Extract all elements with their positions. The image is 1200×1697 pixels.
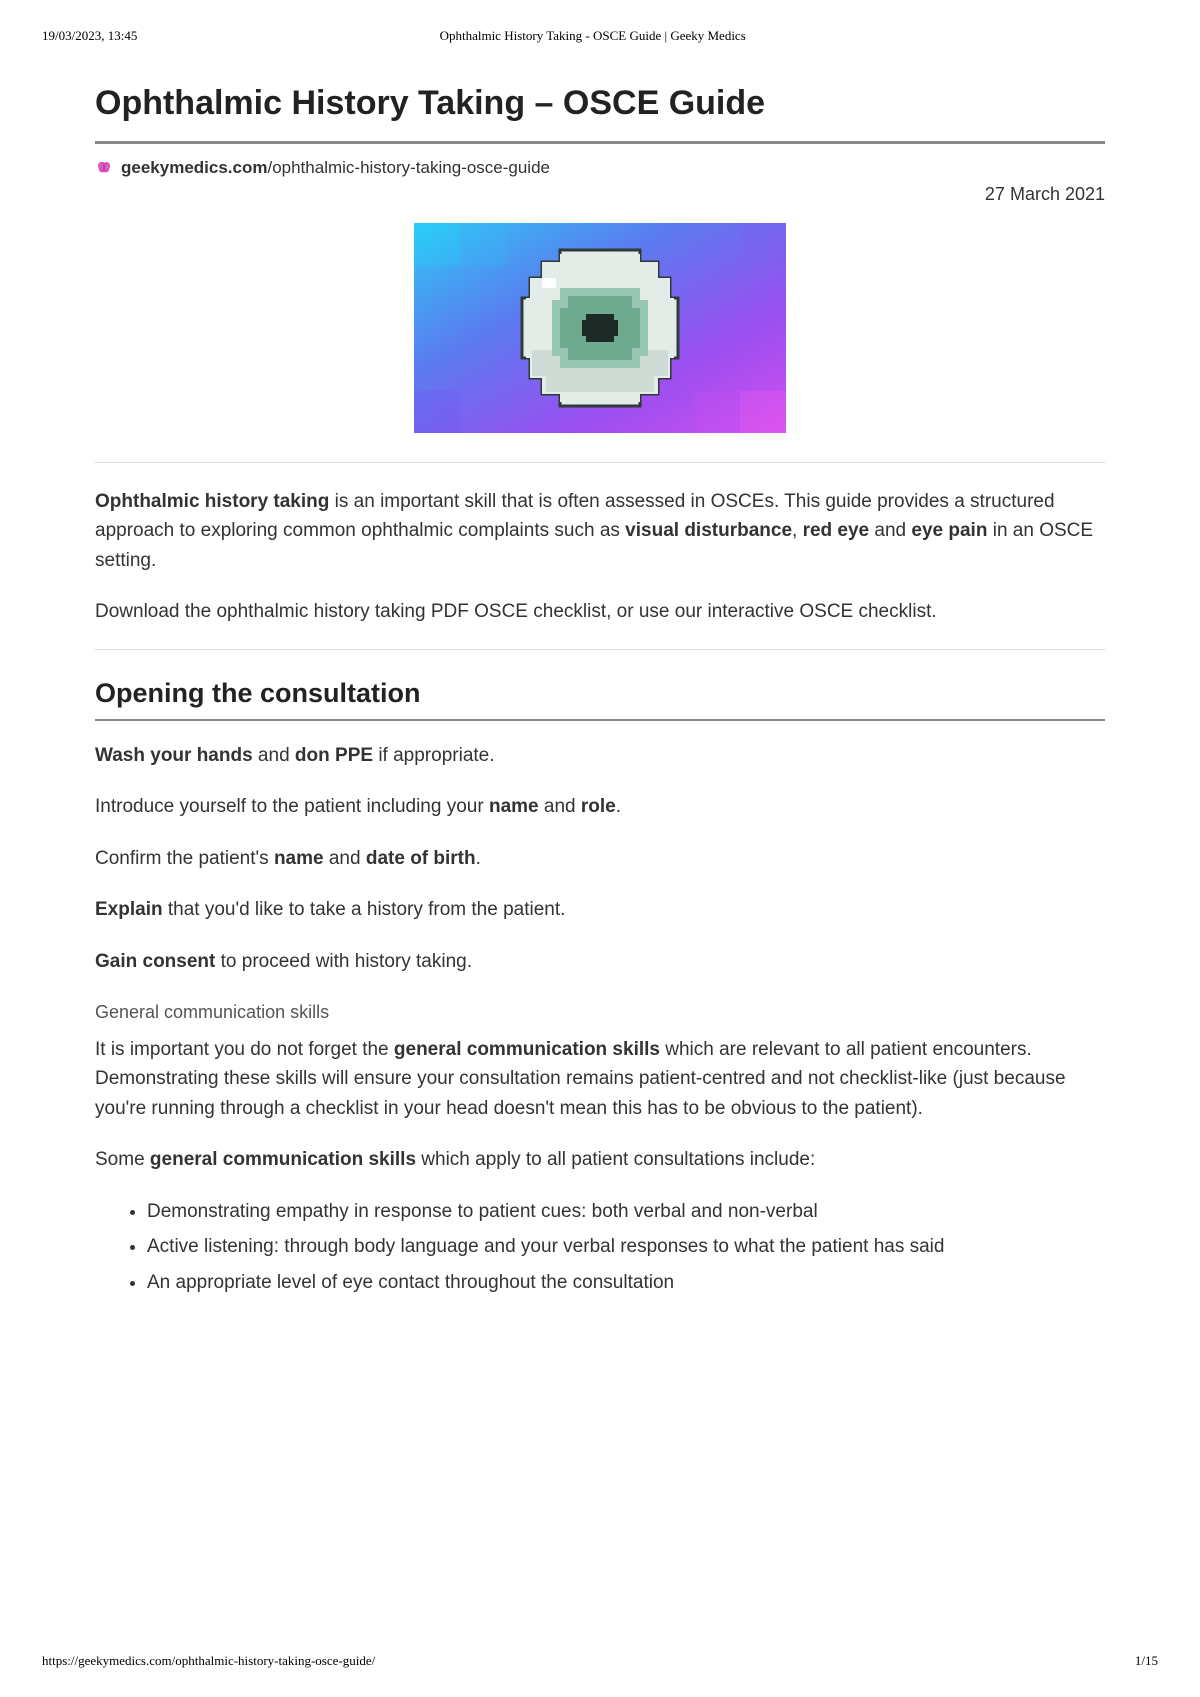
- bold-term: red eye: [803, 520, 870, 541]
- intro-bold-topic: Ophthalmic history taking: [95, 491, 329, 512]
- footer-url: https://geekymedics.com/ophthalmic-histo…: [42, 1653, 375, 1669]
- page-content: Ophthalmic History Taking – OSCE Guide g…: [0, 44, 1200, 1297]
- text: and: [539, 796, 581, 817]
- brain-icon: [95, 159, 113, 177]
- print-timestamp: 19/03/2023, 13:45: [42, 28, 137, 44]
- source-line: geekymedics.com/ophthalmic-history-takin…: [95, 158, 1105, 178]
- hero-eye-image: [414, 223, 786, 433]
- print-footer: https://geekymedics.com/ophthalmic-histo…: [42, 1653, 1158, 1669]
- hero-image-wrap: [95, 223, 1105, 438]
- intro-paragraph-1: Ophthalmic history taking is an importan…: [95, 487, 1105, 575]
- sub-heading-comm-skills: General communication skills: [95, 1002, 1105, 1023]
- text: ,: [792, 520, 803, 541]
- source-path: /ophthalmic-history-taking-osce-guide: [267, 158, 550, 177]
- bold-term: general communication skills: [394, 1039, 660, 1060]
- bold-term: Wash your hands: [95, 745, 253, 766]
- page-number: 1/15: [1135, 1653, 1158, 1669]
- bold-term: general communication skills: [150, 1149, 416, 1170]
- bold-term: name: [274, 848, 324, 869]
- source-url[interactable]: geekymedics.com/ophthalmic-history-takin…: [121, 158, 550, 178]
- text: Some: [95, 1149, 150, 1170]
- comm-skills-list: Demonstrating empathy in response to pat…: [95, 1197, 1105, 1297]
- page-title: Ophthalmic History Taking – OSCE Guide: [95, 84, 1105, 144]
- text: and: [869, 520, 911, 541]
- bold-term: don PPE: [295, 745, 373, 766]
- bold-term: date of birth: [366, 848, 476, 869]
- text: .: [616, 796, 621, 817]
- divider: [95, 649, 1105, 650]
- step-line: Wash your hands and don PPE if appropria…: [95, 741, 1105, 770]
- step-line: Gain consent to proceed with history tak…: [95, 947, 1105, 976]
- text: to proceed with history taking.: [215, 951, 472, 972]
- list-item: Demonstrating empathy in response to pat…: [147, 1197, 1105, 1226]
- text: Confirm the patient's: [95, 848, 274, 869]
- text: and: [253, 745, 295, 766]
- bold-term: Explain: [95, 899, 163, 920]
- bold-term: role: [581, 796, 616, 817]
- text: which apply to all patient consultations…: [416, 1149, 815, 1170]
- section-heading-opening: Opening the consultation: [95, 678, 1105, 721]
- text: .: [476, 848, 481, 869]
- step-line: Confirm the patient's name and date of b…: [95, 844, 1105, 873]
- bold-term: visual disturbance: [625, 520, 792, 541]
- list-item: Active listening: through body language …: [147, 1232, 1105, 1261]
- step-line: Introduce yourself to the patient includ…: [95, 792, 1105, 821]
- bold-term: name: [489, 796, 539, 817]
- bold-term: Gain consent: [95, 951, 215, 972]
- list-item: An appropriate level of eye contact thro…: [147, 1268, 1105, 1297]
- comm-paragraph-1: It is important you do not forget the ge…: [95, 1035, 1105, 1123]
- print-header-spacer: [1048, 28, 1158, 44]
- source-domain: geekymedics.com: [121, 158, 267, 177]
- text: Introduce yourself to the patient includ…: [95, 796, 489, 817]
- comm-paragraph-2: Some general communication skills which …: [95, 1145, 1105, 1174]
- print-header: 19/03/2023, 13:45 Ophthalmic History Tak…: [0, 0, 1200, 44]
- text: that you'd like to take a history from t…: [163, 899, 566, 920]
- intro-paragraph-2: Download the ophthalmic history taking P…: [95, 597, 1105, 626]
- bold-term: eye pain: [911, 520, 987, 541]
- divider: [95, 462, 1105, 463]
- text: and: [324, 848, 366, 869]
- text: if appropriate.: [373, 745, 494, 766]
- publish-date: 27 March 2021: [95, 184, 1105, 205]
- text: It is important you do not forget the: [95, 1039, 394, 1060]
- print-title: Ophthalmic History Taking - OSCE Guide |…: [440, 28, 746, 44]
- step-line: Explain that you'd like to take a histor…: [95, 895, 1105, 924]
